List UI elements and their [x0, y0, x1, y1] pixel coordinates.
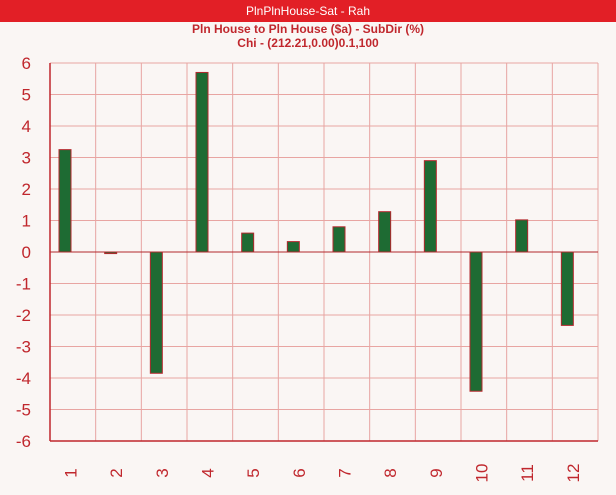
bar	[560, 251, 574, 326]
y-tick-label: -5	[16, 401, 31, 420]
x-tick-label: 12	[564, 464, 583, 483]
x-tick-label: 9	[427, 468, 446, 477]
y-tick-label: -2	[16, 306, 31, 325]
x-tick-label: 3	[153, 468, 172, 477]
y-tick-label: 2	[22, 180, 31, 199]
x-tick-label: 2	[107, 468, 126, 477]
bar	[241, 232, 255, 253]
x-tick-label: 10	[472, 464, 491, 483]
chart-subtitle: Chi - (212.21,0.00)0.1,100	[237, 36, 379, 50]
axis-layer	[49, 63, 598, 442]
bar	[149, 251, 163, 374]
y-tick-label: -6	[16, 432, 31, 451]
y-tick-label: -3	[16, 338, 31, 357]
bar	[515, 219, 529, 253]
x-tick-label: 7	[335, 468, 354, 477]
x-tick-label: 5	[244, 468, 263, 477]
y-tick-label: 3	[22, 149, 31, 168]
bar	[378, 211, 392, 253]
y-tick-label: 1	[22, 212, 31, 231]
y-tick-label: 6	[22, 54, 31, 73]
bar	[469, 251, 483, 392]
chart-title-block: Pln House to Pln House ($a) - SubDir (%)…	[0, 22, 616, 50]
x-tick-label: 11	[518, 464, 537, 482]
bar	[332, 226, 346, 253]
y-tick-label: 0	[22, 243, 31, 262]
bar	[195, 71, 209, 253]
x-tick-label: 6	[290, 468, 309, 477]
y-tick-label: -4	[16, 369, 31, 388]
y-tick-label: -1	[16, 275, 31, 294]
x-tick-label: 1	[61, 468, 80, 477]
bar	[286, 241, 300, 253]
window-titlebar: PlnPlnHouse-Sat - Rah	[0, 0, 616, 22]
chart-title: Pln House to Pln House ($a) - SubDir (%)	[191, 22, 424, 36]
x-tick-label: 8	[381, 468, 400, 477]
y-tick-label: 5	[22, 86, 31, 105]
bar	[58, 149, 72, 253]
bar	[423, 160, 437, 253]
y-tick-label: 4	[22, 117, 31, 136]
x-tick-label: 4	[198, 468, 217, 477]
bar-layer	[58, 71, 574, 392]
